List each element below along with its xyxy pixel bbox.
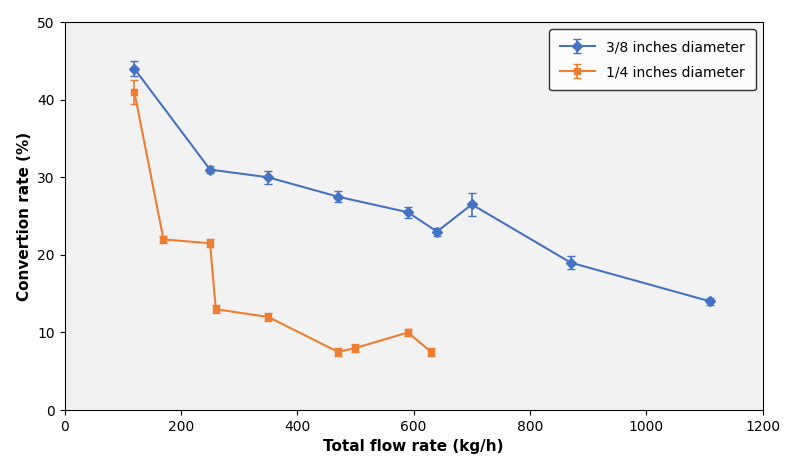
Legend: 3/8 inches diameter, 1/4 inches diameter: 3/8 inches diameter, 1/4 inches diameter (549, 29, 756, 90)
Y-axis label: Convertion rate (%): Convertion rate (%) (17, 131, 32, 300)
X-axis label: Total flow rate (kg/h): Total flow rate (kg/h) (324, 439, 504, 455)
